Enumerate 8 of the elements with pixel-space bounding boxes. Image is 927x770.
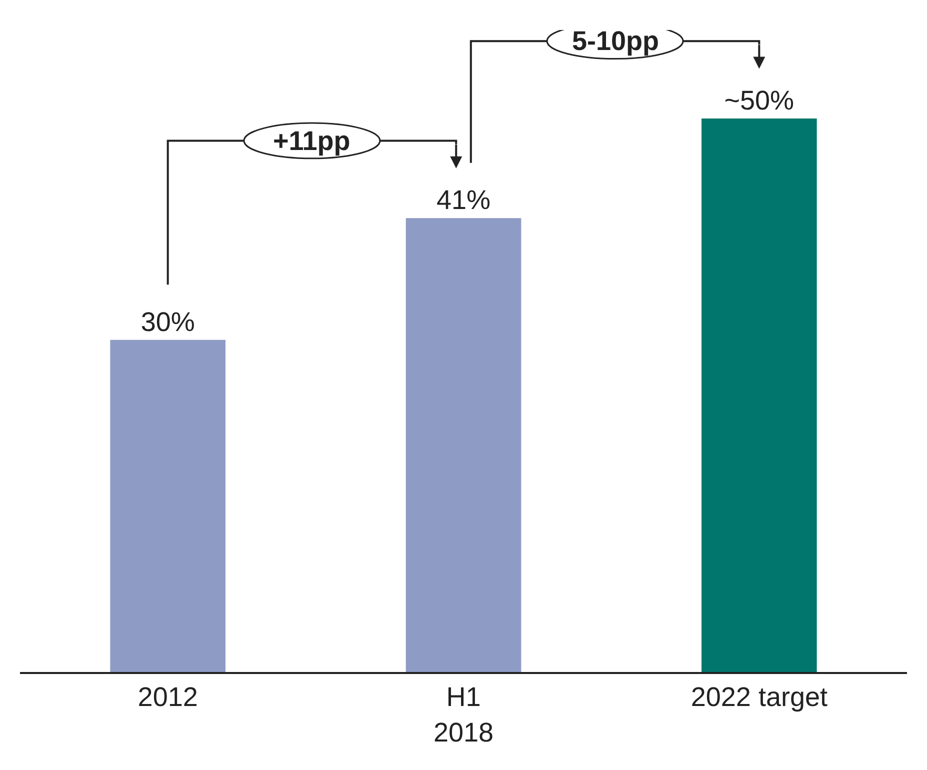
x-tick-label: H1 2018 (433, 682, 494, 748)
x-tick-label: 2012 (138, 682, 198, 712)
annotation: +11pp (273, 126, 350, 156)
data-label: 30% (140, 306, 195, 337)
text: 5-10pp (572, 26, 660, 56)
data-label: ~50% (724, 86, 794, 116)
data-label: 41% (436, 185, 491, 216)
x-tick-label: 2022 target (690, 682, 828, 712)
